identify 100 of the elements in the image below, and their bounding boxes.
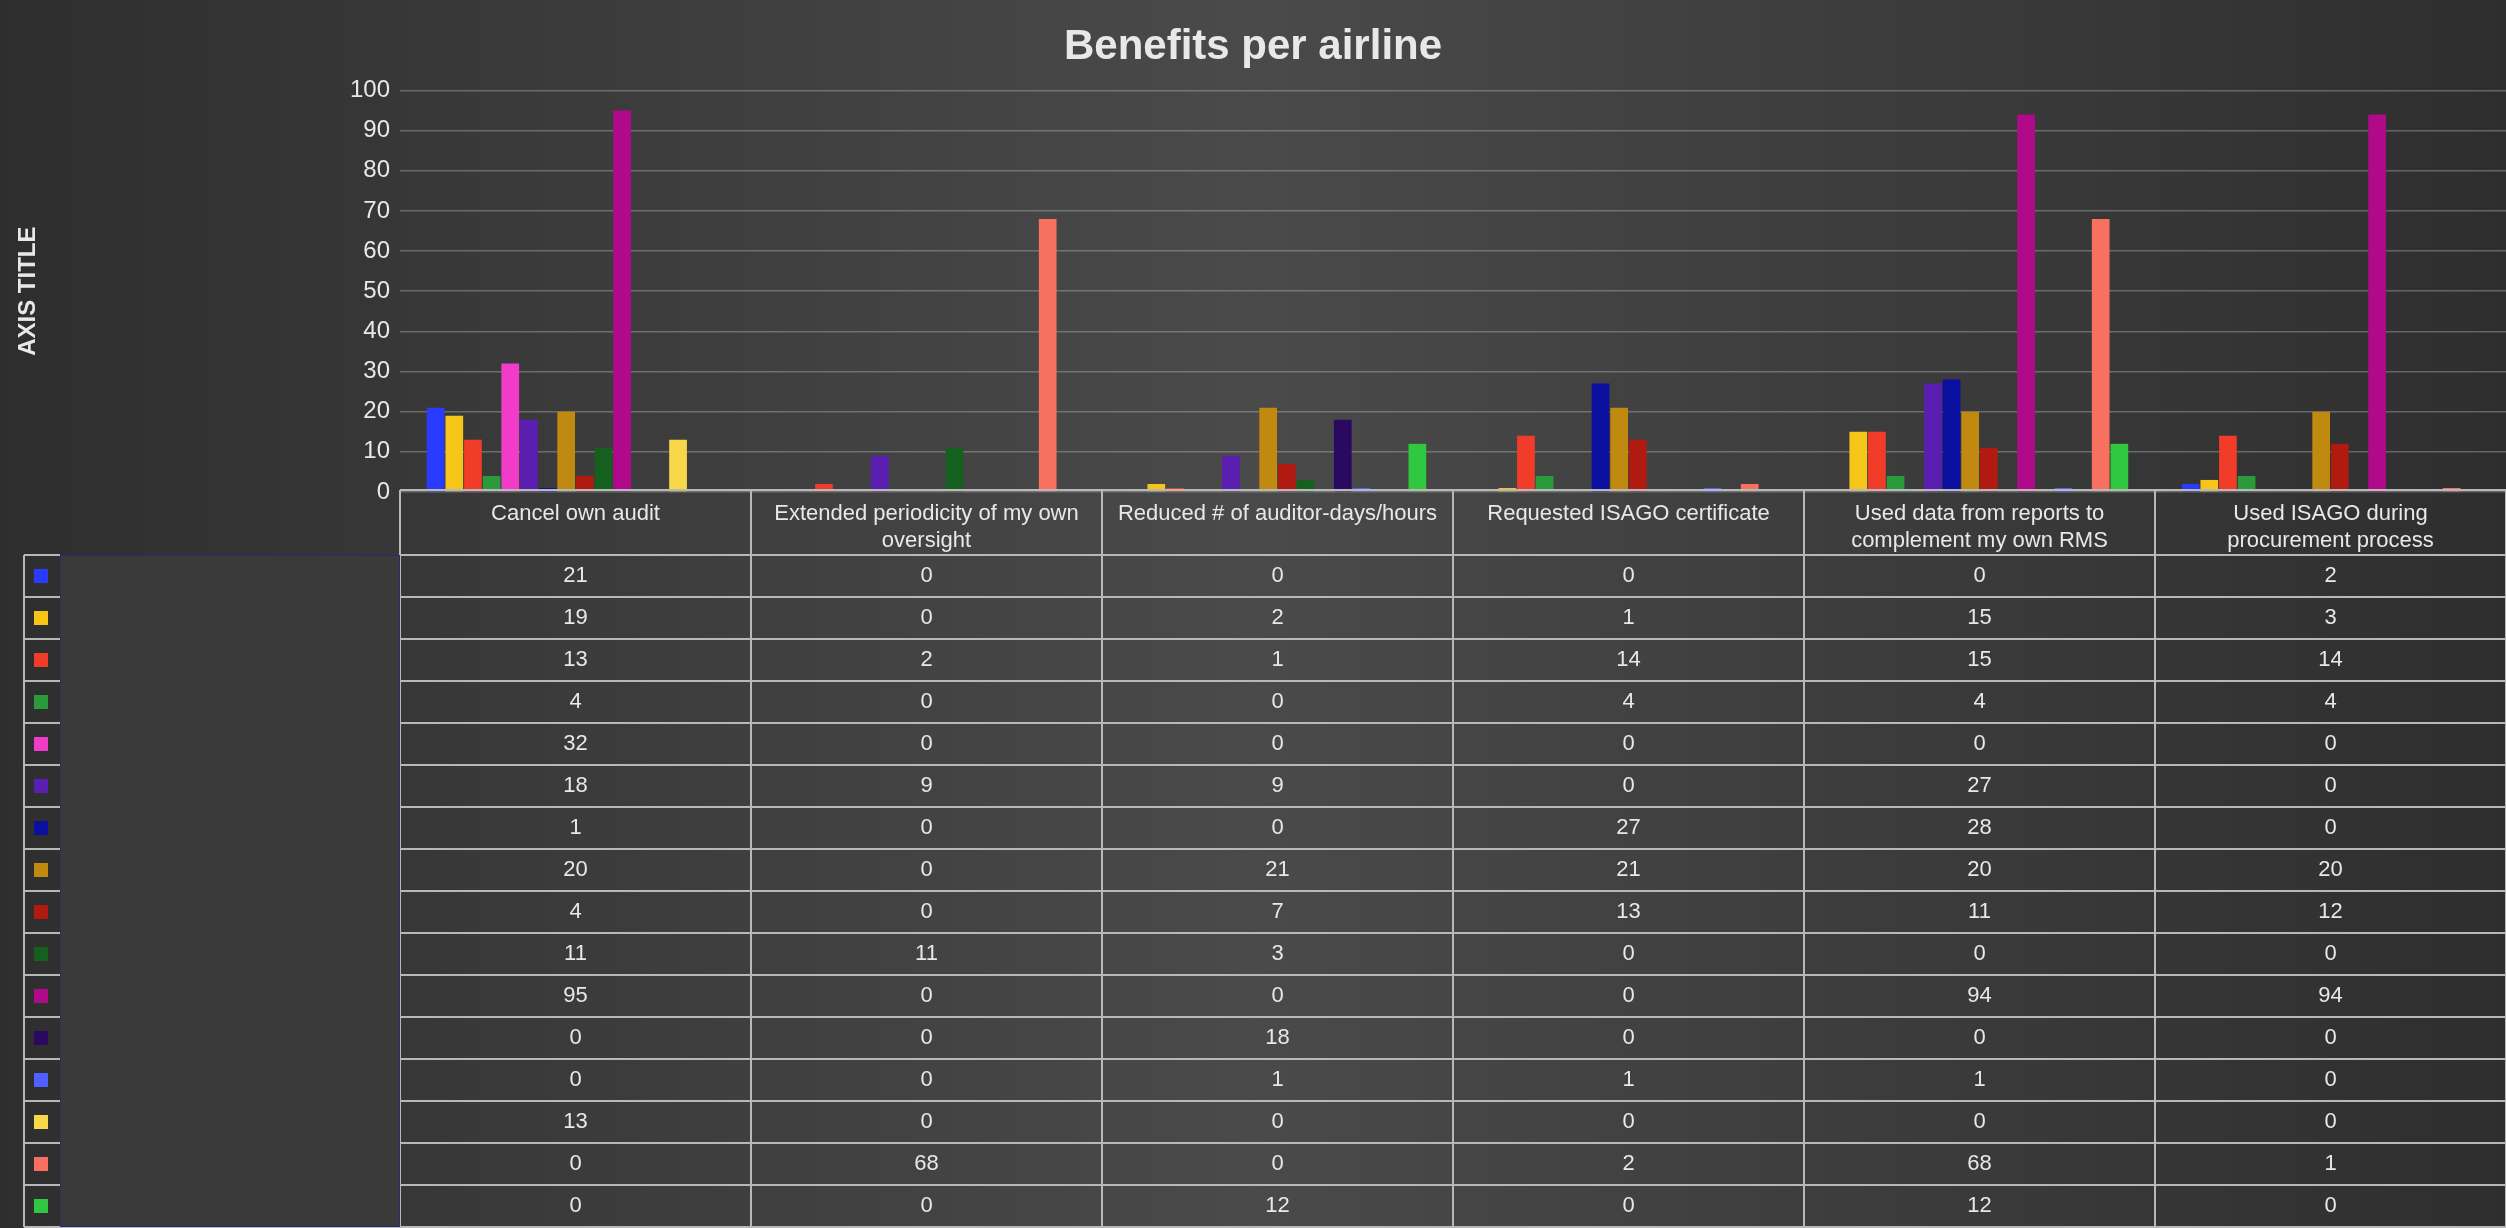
data-label: 19 <box>563 604 588 630</box>
data-label: 13 <box>1616 898 1641 924</box>
data-label: 1 <box>1622 1066 1635 1092</box>
data-label: 15 <box>1967 604 1992 630</box>
data-label: 0 <box>1622 940 1635 966</box>
data-label: 0 <box>920 1108 933 1134</box>
data-label: 9 <box>1271 772 1284 798</box>
data-label: 0 <box>569 1150 582 1176</box>
x-tick-label: Used ISAGO during procurement process <box>2227 499 2434 553</box>
data-label: 20 <box>563 856 588 882</box>
data-label: 20 <box>1967 856 1992 882</box>
data-label: 0 <box>920 688 933 714</box>
data-label: 0 <box>1973 1108 1986 1134</box>
data-label: 0 <box>2324 1108 2337 1134</box>
chart-title: Benefits per airline <box>1063 20 1443 68</box>
data-label: 11 <box>564 940 587 966</box>
data-label: 0 <box>1271 688 1284 714</box>
data-label: 0 <box>1622 1024 1635 1050</box>
data-label: 27 <box>1967 772 1992 798</box>
x-tick-label: Reduced # of auditor-days/hours <box>1117 499 1438 525</box>
data-label: 0 <box>1271 982 1284 1008</box>
data-label: 0 <box>1622 730 1635 756</box>
data-label: 0 <box>920 562 933 588</box>
data-label: 18 <box>563 772 588 798</box>
data-label: 15 <box>1967 646 1992 672</box>
y-tick-label: 10 <box>363 436 390 464</box>
data-label: 2 <box>2324 562 2337 588</box>
y-tick-label: 0 <box>376 476 390 504</box>
x-tick-label: Cancel own audit <box>491 499 660 525</box>
data-label: 2 <box>920 646 933 672</box>
data-label: 0 <box>1622 562 1635 588</box>
data-label: 0 <box>2324 1066 2337 1092</box>
data-label: 0 <box>2324 772 2337 798</box>
y-tick-label: 100 <box>349 75 390 103</box>
data-label: 0 <box>920 1024 933 1050</box>
data-label: 0 <box>2324 814 2337 840</box>
data-label: 1 <box>1271 646 1284 672</box>
data-label: 94 <box>1967 982 1992 1008</box>
y-tick-label: 70 <box>363 195 390 223</box>
text: AXIS TITLE <box>12 226 40 356</box>
data-label: 0 <box>1271 1108 1284 1134</box>
data-label: 4 <box>569 688 582 714</box>
data-label: 12 <box>1265 1192 1290 1218</box>
data-label: 0 <box>1973 940 1986 966</box>
y-tick-label: 40 <box>363 315 390 343</box>
data-label: 0 <box>2324 730 2337 756</box>
x-tick-label: Used data from reports to complement my own RMS <box>1851 499 2108 553</box>
data-label: 0 <box>920 814 933 840</box>
data-label: 28 <box>1967 814 1992 840</box>
data-label: 21 <box>563 562 588 588</box>
y-tick-label: 80 <box>363 155 390 183</box>
data-label: 68 <box>914 1150 939 1176</box>
data-label: 0 <box>1973 562 1986 588</box>
data-label: 0 <box>569 1024 582 1050</box>
data-label: 0 <box>1622 982 1635 1008</box>
data-label: 9 <box>920 772 933 798</box>
data-label: 32 <box>563 730 588 756</box>
data-label: 0 <box>920 1192 933 1218</box>
data-label: 0 <box>2324 940 2337 966</box>
data-label: 0 <box>1973 1024 1986 1050</box>
data-label: 2 <box>1271 604 1284 630</box>
data-label: 0 <box>920 604 933 630</box>
data-label: 0 <box>920 856 933 882</box>
data-label: 11 <box>915 940 938 966</box>
y-tick-label: 30 <box>363 356 390 384</box>
data-label: 20 <box>2318 856 2343 882</box>
data-label: 1 <box>2324 1150 2337 1176</box>
data-label: 0 <box>1271 814 1284 840</box>
data-label: 0 <box>569 1066 582 1092</box>
data-label: 14 <box>2318 646 2343 672</box>
data-label: 94 <box>2318 982 2343 1008</box>
x-tick-label: Extended periodicity of my own oversight <box>774 499 1079 553</box>
data-label: 0 <box>1271 1150 1284 1176</box>
y-tick-label: 90 <box>363 115 390 143</box>
data-label: 2 <box>1622 1150 1635 1176</box>
data-label: 0 <box>920 898 933 924</box>
data-label: 14 <box>1616 646 1641 672</box>
data-label: 4 <box>1973 688 1986 714</box>
data-label: 18 <box>1265 1024 1290 1050</box>
data-label: 12 <box>1967 1192 1992 1218</box>
data-label: 0 <box>1622 1192 1635 1218</box>
data-label: 0 <box>920 730 933 756</box>
data-label: 13 <box>563 1108 588 1134</box>
data-label: 0 <box>2324 1192 2337 1218</box>
data-label: 27 <box>1616 814 1641 840</box>
data-label: 12 <box>2318 898 2343 924</box>
data-label: 95 <box>563 982 588 1008</box>
data-label: 0 <box>1973 730 1986 756</box>
data-label: 11 <box>1968 898 1991 924</box>
y-tick-label: 50 <box>363 275 390 303</box>
data-label: 1 <box>1622 604 1635 630</box>
data-label: 0 <box>1271 562 1284 588</box>
data-label: 1 <box>569 814 582 840</box>
data-label: 13 <box>563 646 588 672</box>
data-label: 4 <box>1622 688 1635 714</box>
y-tick-label: 20 <box>363 396 390 424</box>
data-label: 0 <box>569 1192 582 1218</box>
data-label: 0 <box>1271 730 1284 756</box>
y-tick-label: 60 <box>363 235 390 263</box>
data-label: 21 <box>1265 856 1290 882</box>
